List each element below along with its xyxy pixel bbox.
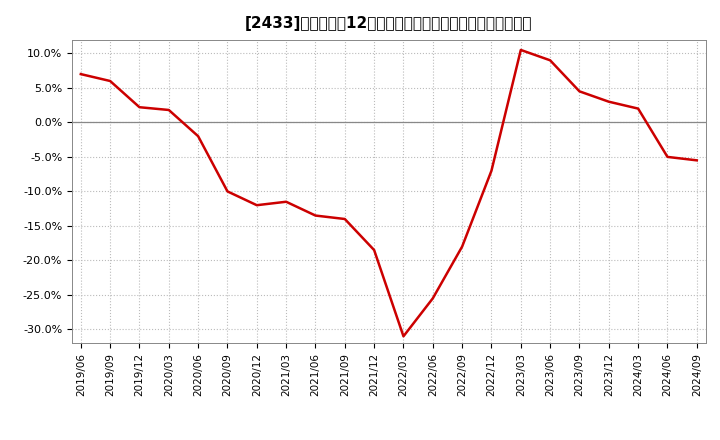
Title: [2433]　売上高の12か月移動合計の対前年同期増減率の推移: [2433] 売上高の12か月移動合計の対前年同期増減率の推移 <box>245 16 533 32</box>
